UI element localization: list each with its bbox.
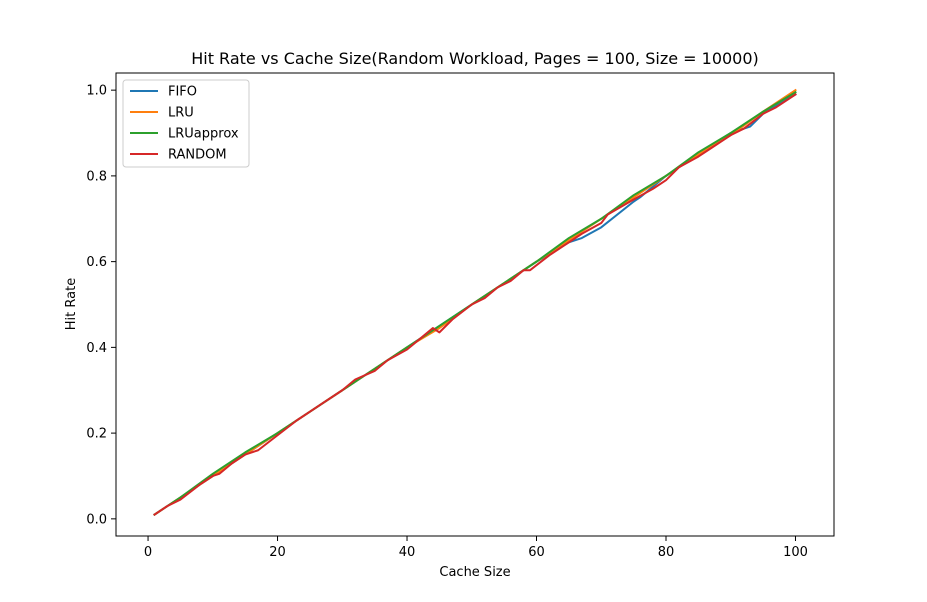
x-axis-ticks: 0 20 40 60 80 100 <box>144 536 808 560</box>
x-axis-label: Cache Size <box>439 565 510 580</box>
legend-label-lruapprox: LRUapprox <box>168 127 239 142</box>
y-tick-label: 0.4 <box>86 341 107 356</box>
legend-label-random: RANDOM <box>168 148 227 163</box>
x-tick-label: 0 <box>144 545 152 560</box>
x-tick-label: 40 <box>399 545 416 560</box>
y-axis-ticks: 0.0 0.2 0.4 0.6 0.8 1.0 <box>86 84 116 527</box>
y-tick-label: 1.0 <box>86 84 107 99</box>
x-tick-label: 20 <box>269 545 286 560</box>
y-tick-label: 0.2 <box>86 427 107 442</box>
legend-label-lru: LRU <box>168 106 194 121</box>
chart-title: Hit Rate vs Cache Size(Random Workload, … <box>191 49 759 68</box>
plot-lines <box>153 88 797 516</box>
x-tick-label: 100 <box>783 545 808 560</box>
series-line-random <box>153 93 797 516</box>
y-axis-label: Hit Rate <box>64 278 79 330</box>
x-tick-label: 60 <box>528 545 545 560</box>
axes-frame <box>115 72 835 537</box>
y-tick-label: 0.6 <box>86 255 107 270</box>
legend-box <box>122 79 250 168</box>
y-tick-label: 0.0 <box>86 512 107 527</box>
y-tick-label: 0.8 <box>86 169 107 184</box>
legend-label-fifo: FIFO <box>168 85 197 100</box>
legend: FIFO LRU LRUapprox RANDOM <box>122 79 250 168</box>
x-tick-label: 80 <box>658 545 675 560</box>
